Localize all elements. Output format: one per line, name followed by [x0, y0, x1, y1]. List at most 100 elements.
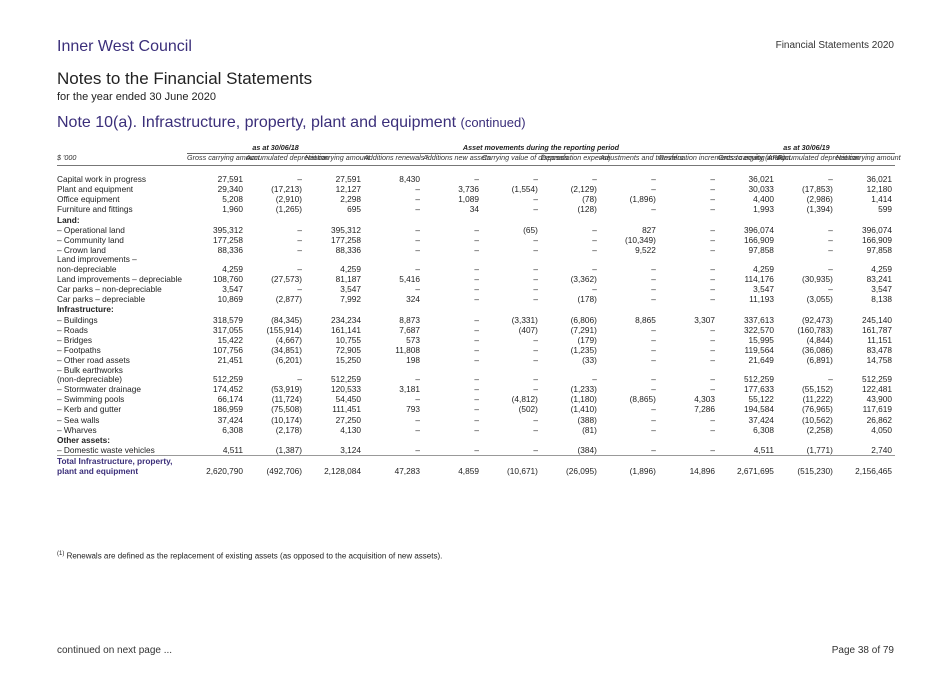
cell-value: (1,180) [570, 394, 597, 405]
cell-value: 4,303 [694, 394, 715, 405]
cell-value: – [710, 424, 715, 435]
cell-value: 198 [406, 355, 420, 366]
cell-value: – [474, 394, 479, 405]
row-label-text: Total Infrastructure, property, [57, 456, 173, 467]
cell-value: – [651, 384, 656, 395]
cell-value: – [592, 263, 597, 274]
table-row: – Operational land 395,312 – 395,312 – – (65) –… [57, 225, 895, 235]
page-title: Notes to the Financial Statements [57, 69, 313, 88]
cell-value: (30,935) [802, 273, 833, 284]
cell-value: 1,960 [222, 204, 244, 215]
cell-value: (81) [582, 424, 597, 435]
cell-value: – [533, 245, 538, 256]
row-label: – Bulk earthworks (non-depreciable) [57, 364, 187, 384]
row-label-text: Car parks – depreciable [57, 294, 146, 305]
cell-value: (10,562) [802, 414, 833, 425]
cell-value: 4,400 [753, 194, 774, 205]
row-label-text: – Domestic waste vehicles [57, 445, 155, 456]
row-label: – Bridges [57, 335, 187, 345]
footnote: (1) Renewals are defined as the replacem… [57, 551, 442, 561]
cell-value: 4,259 [340, 263, 361, 274]
cell-value: – [710, 324, 715, 335]
cell-value: 573 [406, 335, 420, 346]
organisation-name: Inner West Council [57, 38, 192, 55]
row-label: Land improvements – depreciable [57, 274, 187, 284]
cell-value: 12,180 [866, 184, 892, 194]
cell-value: 166,909 [743, 235, 774, 246]
cell-value: 3,124 [305, 445, 364, 457]
cell-value: 7,687 [399, 324, 420, 335]
table-row: – Kerb and gutter 186,959 (75,508) 111,451 7… [57, 404, 895, 414]
row-label: – Footpaths [57, 345, 187, 355]
cell-value: (179) [577, 335, 597, 346]
cell-value: – [474, 173, 479, 184]
row-label: Plant and equipment [57, 184, 187, 194]
cell-value: 14,896 [658, 455, 718, 477]
cell-value: – [710, 414, 715, 425]
row-label: – Kerb and gutter [57, 404, 187, 414]
cell-value: 337,613 [743, 314, 774, 325]
cell-value: 47,283 [363, 455, 423, 477]
table-row: – Roads 317,055 (155,914) 161,141 7,687 – (407… [57, 325, 895, 335]
row-label-text: Car parks – non-depreciable [57, 284, 162, 295]
cell-value: 1,993 [753, 204, 774, 215]
row-label: Other assets: [57, 435, 187, 445]
cell-value: – [474, 335, 479, 346]
cell-value: 15,250 [335, 355, 361, 366]
asset-movements-table: as at 30/06/18 Asset movements during th… [57, 143, 901, 477]
asset-movements-table-container: as at 30/06/18 Asset movements during th… [57, 143, 901, 477]
cell-value: – [710, 273, 715, 284]
cell-value: 122,481 [862, 384, 892, 395]
section-row: Land: [57, 215, 895, 225]
cell-value: (11,724) [271, 394, 302, 405]
cell-value: – [710, 345, 715, 356]
cell-value: 9,522 [635, 245, 656, 256]
cell-value: – [415, 373, 420, 384]
cell-value: (11,222) [802, 394, 833, 405]
cell-value: 4,130 [340, 424, 361, 435]
column-header: Additions new assets [422, 154, 491, 166]
cell-value: – [415, 224, 420, 235]
cell-value: – [474, 373, 479, 384]
cell-value: 177,258 [330, 235, 361, 246]
note-continued-label: (continued) [460, 115, 526, 130]
row-label-text: Plant and equipment [57, 184, 134, 194]
cell-value: – [474, 414, 479, 425]
cell-value: 119,564 [744, 345, 774, 356]
table-row: Furniture and fittings 1,960 (1,265) 695 – 34… [57, 204, 895, 214]
cell-value: (1,410) [570, 404, 597, 415]
cell-value: 186,959 [213, 404, 244, 415]
cell-value: – [415, 245, 420, 256]
cell-value: 11,808 [395, 345, 420, 356]
cell-value: – [710, 235, 715, 246]
table-row: – Swimming pools 66,174 (11,724) 54,450 – – (4… [57, 394, 895, 404]
cell-value: (10,349) [625, 235, 656, 246]
cell-value: 5,208 [222, 194, 244, 205]
cell-value: 111,451 [332, 404, 361, 415]
table-row: Plant and equipment 29,340 (17,213) 12,127 –… [57, 184, 895, 194]
cell-value: – [474, 404, 479, 415]
row-label-text: – Community land [57, 235, 124, 246]
cell-value: – [474, 235, 479, 246]
cell-value: 4,050 [871, 424, 892, 435]
cell-value: 6,308 [222, 424, 244, 435]
cell-value: – [651, 404, 656, 415]
row-label-text: – Bulk earthworks [57, 364, 123, 375]
table-row: Car parks – non-depreciable 3,547 – 3,547 – –… [57, 284, 895, 294]
cell-value: – [651, 173, 656, 184]
cell-value: – [474, 224, 479, 235]
row-label-text: Land improvements – [57, 254, 137, 265]
row-label: Land improvements – non-depreciable [57, 254, 187, 274]
row-label-text: – Wharves [57, 424, 97, 435]
cell-value: 4,259 [871, 263, 892, 274]
cell-value: (1,896) [599, 455, 659, 477]
cell-value: – [415, 394, 420, 405]
cell-value: – [474, 263, 479, 274]
column-header: Gross carrying amount [187, 154, 260, 166]
cell-value: (2,910) [275, 194, 302, 205]
row-label: – Stormwater drainage [57, 384, 187, 394]
cell-value: 161,141 [330, 324, 361, 335]
cell-value: – [297, 263, 302, 274]
cell-value: – [651, 294, 656, 305]
cell-value: – [415, 204, 420, 215]
